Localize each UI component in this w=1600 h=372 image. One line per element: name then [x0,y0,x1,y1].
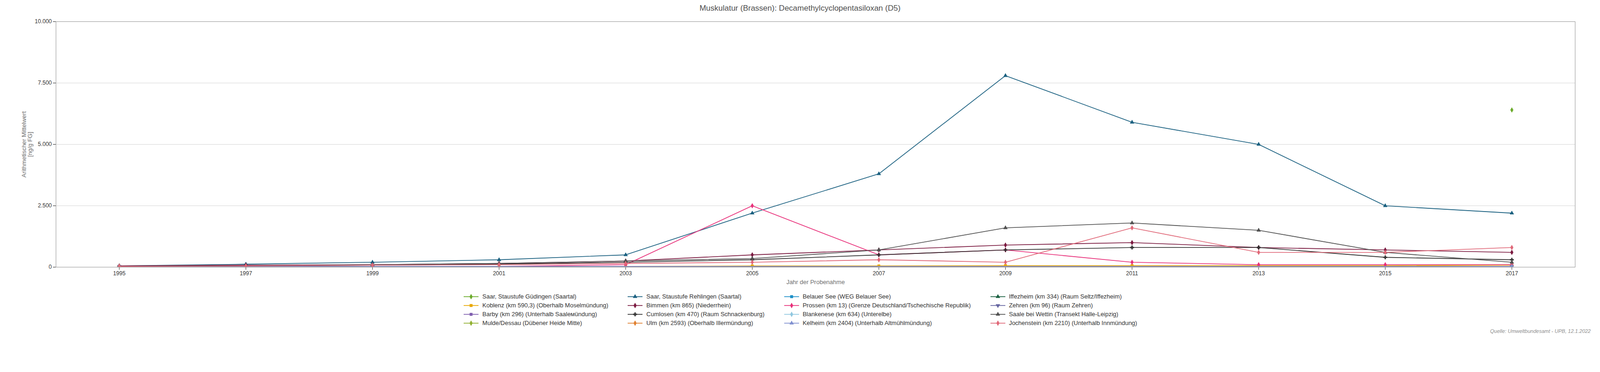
html-text:Jochenstein (km 2210) (Unterha: Jochenstein (km 2210) (Unterhalb Innmünd… [1008,319,1138,327]
html-text:Quelle: Umweltbundesamt - UPB,: Quelle: Umweltbundesamt - UPB, 12.1.2022 [1490,327,1591,334]
svg-text:2007: 2007 [872,269,886,277]
html-text:Saar, Staustufe Rehlingen (Saa: Saar, Staustufe Rehlingen (Saartal) [646,292,742,300]
html-text:Bimmen (km 865) (Niederrhein): Bimmen (km 865) (Niederrhein) [646,301,731,309]
html-text:Muskulatur (Brassen): Decameth: Muskulatur (Brassen): Decamethylcyclopen… [699,3,901,13]
html-text:Kelheim (km 2404) (Unterhalb A: Kelheim (km 2404) (Unterhalb Altmühlmünd… [802,319,932,327]
html-text:Belauer See (WEG Belauer See): Belauer See (WEG Belauer See) [802,292,891,300]
svg-text:7.500: 7.500 [37,79,52,86]
svg-text:Jahr der Probenahme: Jahr der Probenahme [786,278,846,286]
svg-text:2017: 2017 [1505,269,1519,277]
svg-text:1995: 1995 [112,269,126,277]
svg-text:2011: 2011 [1126,269,1139,277]
html-text:Prossen (km 13) (Grenze Deutsc: Prossen (km 13) (Grenze Deutschland/Tsch… [802,301,971,309]
svg-text:1997: 1997 [239,269,253,277]
svg-text:0: 0 [48,263,53,270]
html-text:Zehren (km 96) (Raum Zehren): Zehren (km 96) (Raum Zehren) [1008,301,1093,309]
html-text:Cumlosen (km 470) (Raum Schnac: Cumlosen (km 470) (Raum Schnackenburg) [646,310,765,318]
html-text:Ulm (km 2593) (Oberhalb Illerm: Ulm (km 2593) (Oberhalb Illermündung) [646,319,754,327]
svg-text:2001: 2001 [492,269,506,277]
html-text:Blankenese (km 634) (Unterelbe: Blankenese (km 634) (Unterelbe) [802,310,892,318]
html-text:Mulde/Dessau (Dübener Heide Mi: Mulde/Dessau (Dübener Heide Mitte) [482,319,583,327]
svg-text:2009: 2009 [999,269,1012,277]
svg-text:2003: 2003 [619,269,632,277]
svg-text:2015: 2015 [1378,269,1392,277]
svg-text:2005: 2005 [746,269,759,277]
html-text:Iffezheim (km 334) (Raum Seltz: Iffezheim (km 334) (Raum Seltz/Iffezheim… [1008,292,1122,300]
svg-text:Arithmetischer Mittelwert[ng/g: Arithmetischer Mittelwert[ng/g FG] [20,111,34,178]
html-text:Barby (km 296) (Unterhalb Saal: Barby (km 296) (Unterhalb Saalемündung) [482,310,597,318]
html-text:Koblenz (km 590,3) (Oberhalb M: Koblenz (km 590,3) (Oberhalb Moselmündun… [482,301,609,309]
svg-text:1999: 1999 [366,269,379,277]
html-text:Saar, Staustufe Güdingen (Saar: Saar, Staustufe Güdingen (Saartal) [482,292,577,300]
html-text:Saale bei Wettin (Transekt Hal: Saale bei Wettin (Transekt Halle-Leipzig… [1008,310,1119,318]
svg-text:10.000: 10.000 [34,18,53,25]
svg-text:5.000: 5.000 [37,140,52,148]
svg-text:2013: 2013 [1252,269,1266,277]
svg-text:2.500: 2.500 [37,202,52,209]
